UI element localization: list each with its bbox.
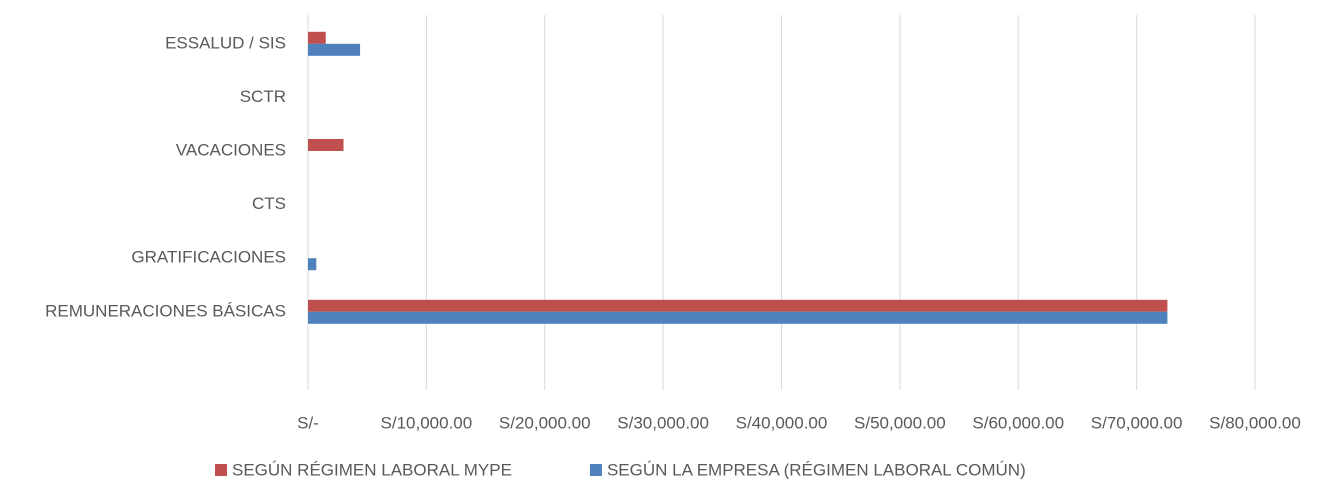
y-tick-label: GRATIFICACIONES <box>131 248 286 267</box>
y-tick-label: VACACIONES <box>176 140 286 159</box>
bar <box>308 311 1168 324</box>
x-tick-label: S/30,000.00 <box>617 413 709 432</box>
bar <box>308 31 326 44</box>
legend-swatch <box>589 464 602 476</box>
bar <box>308 139 344 151</box>
bar <box>308 258 317 271</box>
x-tick-label: S/- <box>297 413 319 432</box>
y-tick-label: ESSALUD / SIS <box>165 33 286 52</box>
x-tick-label: S/60,000.00 <box>972 413 1064 432</box>
y-tick-label: SCTR <box>240 87 286 106</box>
x-tick-label: S/70,000.00 <box>1091 413 1183 432</box>
bar <box>308 43 361 56</box>
y-tick-label: REMUNERACIONES BÁSICAS <box>45 301 286 320</box>
x-tick-label: S/40,000.00 <box>736 413 828 432</box>
x-tick-label: S/10,000.00 <box>381 413 473 432</box>
x-tick-label: S/50,000.00 <box>854 413 946 432</box>
y-tick-label: CTS <box>252 194 286 213</box>
x-tick-label: S/20,000.00 <box>499 413 591 432</box>
legend-swatch <box>215 464 227 476</box>
bar <box>308 299 1168 312</box>
x-tick-label: S/80,000.00 <box>1209 413 1301 432</box>
legend-label: SEGÚN LA EMPRESA (RÉGIMEN LABORAL COMÚN) <box>607 460 1026 479</box>
legend-label: SEGÚN RÉGIMEN LABORAL MYPE <box>232 460 512 479</box>
